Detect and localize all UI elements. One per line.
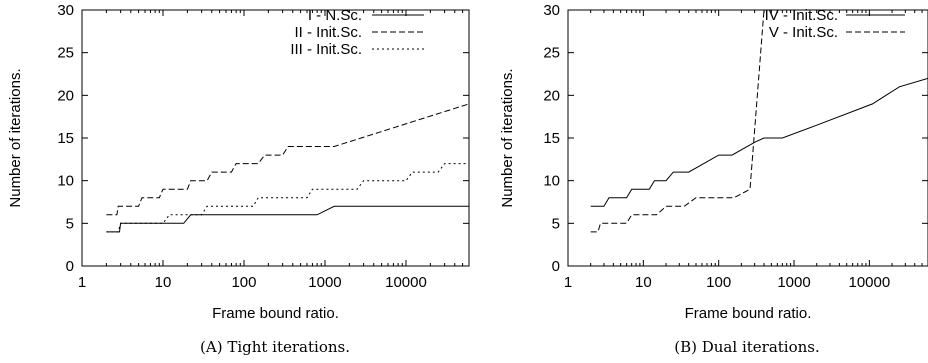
figure-caption: (A) Tight iterations. — [200, 338, 350, 356]
y-tick-label: 0 — [66, 258, 74, 275]
legend-label: IV - Init.Sc. — [765, 7, 838, 24]
x-tick-label: 1000 — [777, 274, 810, 291]
y-tick-label: 20 — [57, 87, 74, 104]
series-line-2 — [590, 10, 765, 233]
legend-label: III - Init.Sc. — [290, 41, 362, 58]
x-tick-label: 100 — [231, 274, 256, 291]
plot-frame — [567, 9, 928, 267]
chart-panel-a: 0 5 10 15 20 25 30 1 10 100 1000 10000 Frame bound r… — [7, 2, 470, 356]
y-tick-label: 0 — [552, 258, 560, 275]
series-line-1 — [106, 205, 469, 233]
x-tick-label: 1 — [564, 274, 572, 291]
y-tick-label: 25 — [543, 45, 560, 62]
y-tick-label: 15 — [543, 130, 560, 147]
plot-frame — [81, 9, 470, 267]
x-tick-label: 10 — [635, 274, 652, 291]
y-tick-label: 10 — [543, 173, 560, 190]
series-line-1 — [590, 77, 928, 207]
y-tick-label: 10 — [57, 173, 74, 190]
x-tick-label: 10 — [155, 274, 172, 291]
y-tick-label: 5 — [552, 215, 560, 232]
legend-label: V - Init.Sc. — [769, 24, 838, 41]
figure-caption: (B) Dual iterations. — [674, 338, 820, 356]
x-tick-label: 10000 — [849, 274, 891, 291]
y-tick-label: 30 — [57, 2, 74, 19]
y-axis-title: Number of iterations. — [7, 68, 24, 207]
series-line-2 — [106, 103, 469, 216]
legend-label: II - Init.Sc. — [294, 24, 362, 41]
chart-panel-b: 0 5 10 15 20 25 30 1 10 100 1000 10000 Frame bound r… — [499, 2, 928, 356]
y-tick-label: 15 — [57, 130, 74, 147]
x-tick-label: 1 — [78, 274, 86, 291]
y-tick-label: 20 — [543, 87, 560, 104]
y-axis-title: Number of iterations. — [499, 68, 516, 207]
y-tick-label: 5 — [66, 215, 74, 232]
x-tick-label: 1000 — [308, 274, 341, 291]
y-tick-label: 25 — [57, 45, 74, 62]
x-axis-title: Frame bound ratio. — [685, 305, 812, 322]
x-tick-label: 10000 — [385, 274, 427, 291]
legend-label: I - N.Sc. — [308, 7, 362, 24]
x-axis-title: Frame bound ratio. — [212, 305, 339, 322]
series-line-3 — [106, 163, 469, 233]
y-tick-label: 30 — [543, 2, 560, 19]
x-tick-label: 100 — [706, 274, 731, 291]
